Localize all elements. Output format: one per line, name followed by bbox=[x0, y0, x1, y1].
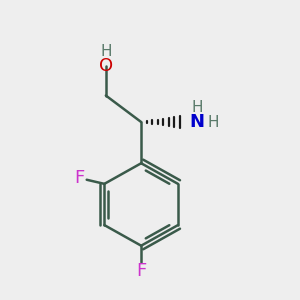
Text: H: H bbox=[100, 44, 112, 59]
Text: N: N bbox=[190, 113, 205, 131]
Text: H: H bbox=[191, 100, 203, 115]
Text: H: H bbox=[208, 115, 219, 130]
Text: F: F bbox=[74, 169, 85, 187]
Text: F: F bbox=[136, 262, 146, 280]
Text: O: O bbox=[99, 57, 113, 75]
